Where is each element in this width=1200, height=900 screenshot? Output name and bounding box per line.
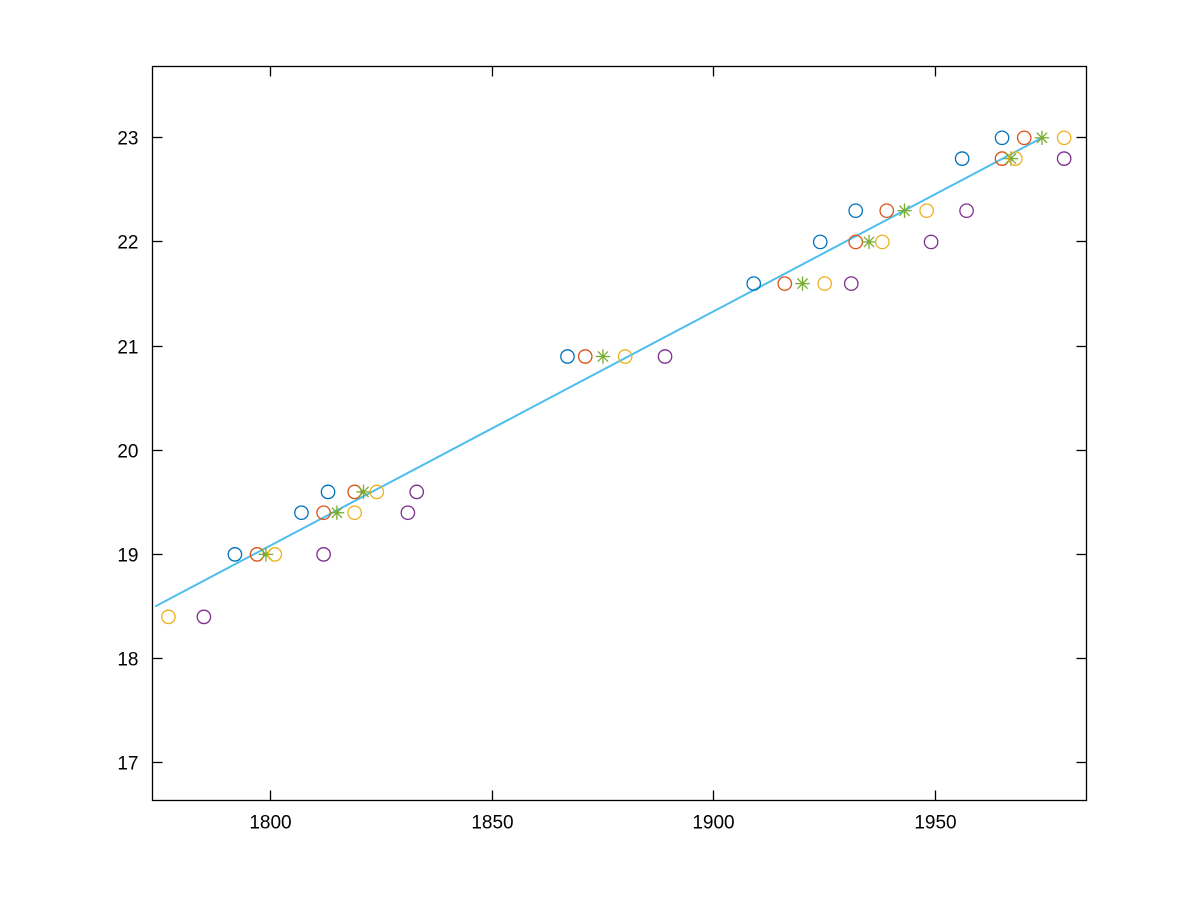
svg-text:1900: 1900: [692, 813, 734, 834]
svg-text:22: 22: [117, 233, 138, 254]
svg-text:1950: 1950: [914, 813, 956, 834]
svg-text:19: 19: [117, 546, 138, 567]
svg-text:20: 20: [117, 442, 138, 463]
svg-text:18: 18: [117, 650, 138, 671]
svg-text:1800: 1800: [249, 813, 291, 834]
svg-text:23: 23: [117, 129, 138, 150]
svg-text:17: 17: [117, 754, 138, 775]
svg-text:1850: 1850: [471, 813, 513, 834]
svg-text:21: 21: [117, 338, 138, 359]
